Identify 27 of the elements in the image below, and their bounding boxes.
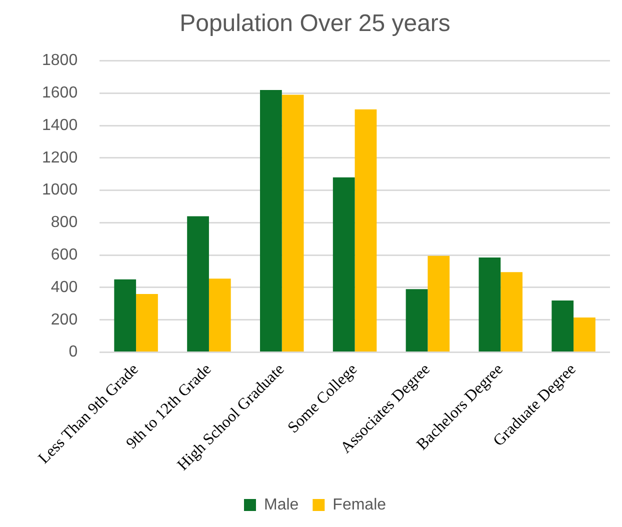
bar: [478, 258, 501, 352]
bar: [406, 289, 428, 352]
bar: [574, 317, 596, 352]
y-tick-label: 1400: [42, 116, 78, 134]
bar: [260, 90, 282, 352]
y-tick-label: 1000: [42, 182, 78, 199]
chart-title: Population Over 25 years: [180, 10, 450, 38]
y-tick-label: 1800: [42, 52, 78, 70]
bar: [208, 278, 231, 352]
bar: [500, 272, 522, 352]
y-tick-label: 400: [50, 278, 78, 296]
legend-label: Female: [332, 496, 386, 514]
bar: [136, 294, 158, 352]
bar: [114, 279, 136, 352]
bar: [552, 300, 574, 352]
y-tick-label: 600: [50, 246, 78, 264]
y-tick-label: 800: [50, 214, 78, 232]
bar: [354, 109, 377, 352]
bar: [187, 216, 209, 352]
y-tick-label: 200: [50, 311, 78, 328]
bar: [332, 177, 355, 352]
y-tick-label: 1600: [42, 84, 78, 102]
legend-label: Male: [264, 496, 299, 514]
y-tick-label: 0: [68, 344, 78, 361]
y-tick-label: 1200: [42, 149, 78, 166]
bar: [282, 94, 304, 352]
bar: [428, 256, 450, 352]
